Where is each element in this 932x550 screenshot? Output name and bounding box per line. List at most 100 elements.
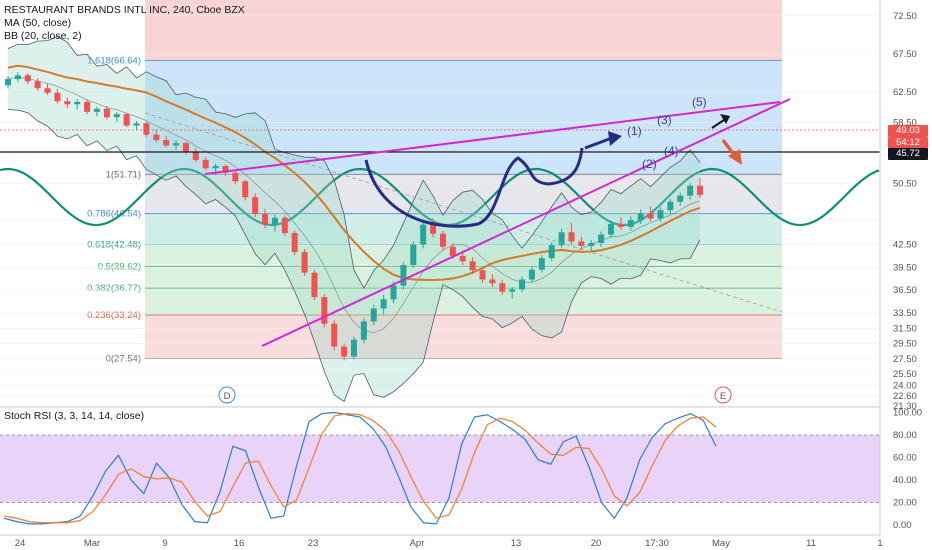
candle-body [24, 75, 31, 82]
candle-body [578, 241, 585, 246]
candle-body [519, 279, 526, 290]
candlesticks [5, 72, 703, 361]
candle-body [430, 224, 437, 234]
candle-body [222, 165, 229, 173]
candle-body [410, 244, 417, 266]
rsi-legend: Stoch RSI (3, 3, 14, 14, close) [4, 410, 145, 422]
fib-level-label: 1.618(66.64) [87, 56, 141, 67]
candle-body [657, 210, 664, 219]
candle-body [469, 261, 476, 271]
candle-body [380, 299, 387, 309]
candle-body [74, 101, 81, 105]
ma-50-line [7, 64, 701, 281]
candle-body [262, 213, 269, 225]
event-marker-label: E [720, 391, 726, 402]
candle-body [697, 185, 703, 195]
candle-body [390, 285, 397, 300]
price-tick-label: 58.50 [893, 118, 917, 129]
fib-trendline [144, 112, 783, 313]
rsi-tick-label: 100.00 [893, 408, 922, 419]
candle-body [34, 81, 41, 89]
candle-body [568, 232, 575, 242]
candle-body [44, 88, 51, 93]
candle-body [64, 101, 71, 105]
fib-zone [145, 174, 782, 214]
time-tick-label: 1 [877, 538, 882, 549]
candle-body [301, 252, 308, 273]
bb-upper [7, 36, 701, 289]
time-tick-label: 13 [511, 538, 522, 549]
candle-body [509, 289, 516, 292]
rsi-tick-label: 20.00 [893, 498, 917, 509]
candle-body [331, 323, 338, 347]
price-tick-label: 62.50 [893, 87, 917, 98]
candle-body [528, 269, 535, 280]
candle-body [667, 201, 674, 211]
hline-price-tag: 45.72 [888, 148, 928, 160]
time-tick-label: 11 [806, 538, 816, 549]
fib-level-label: 0.5(39.62) [98, 261, 141, 272]
bb-legend: BB (20, close, 2) [4, 30, 82, 42]
price-axis-bg [880, 0, 932, 550]
arrow-down-red-head [728, 149, 742, 165]
candle-body [311, 272, 318, 298]
candle-body [351, 339, 357, 357]
time-tick-label: 24 [15, 538, 26, 549]
price-tick-label: 27.50 [893, 354, 917, 365]
price-tick-label: 21.30 [893, 401, 917, 412]
candle-body [341, 346, 348, 357]
stoch-rsi-k-line [3, 411, 717, 525]
price-tick-label: 25.50 [893, 369, 917, 380]
price-tick-label: 50.50 [893, 178, 917, 189]
candle-body [647, 213, 654, 219]
candle-body [420, 224, 427, 245]
candle-body [103, 108, 110, 118]
last-price-tag: 49.03 [888, 125, 928, 137]
candle-body [548, 245, 555, 259]
arrow-up-black-head [720, 114, 730, 124]
bb-fill [8, 36, 700, 402]
main-legend: RESTAURANT BRANDS INTL INC, 240, Cboe BZ… [4, 4, 245, 43]
cup-handle-drawing [364, 147, 584, 228]
time-tick-label: 16 [234, 538, 245, 549]
candle-body [627, 220, 634, 227]
fib-level-label: 1(51.71) [106, 169, 141, 180]
upper-trendline [204, 101, 781, 175]
time-tick-label: 9 [162, 538, 167, 549]
bb-lower [7, 109, 701, 403]
time-tick-label: 17:30 [645, 538, 669, 549]
elliott-wave-label: (2) [642, 157, 657, 171]
candle-body [143, 123, 150, 135]
price-tick-label: 29.50 [893, 339, 917, 350]
candle-body [192, 152, 199, 160]
candle-body [271, 217, 278, 225]
rsi-tick-label: 80.00 [893, 430, 917, 441]
candle-body [558, 232, 565, 246]
price-tick-label: 36.50 [893, 285, 917, 296]
stoch-rsi-pane [0, 406, 880, 525]
fib-level-label: 0.618(42.48) [87, 240, 141, 251]
event-marker-label: D [224, 391, 231, 402]
candle-body [182, 143, 189, 153]
price-tick-label: 33.50 [893, 308, 917, 319]
elliott-wave-label: (1) [627, 124, 642, 138]
price-tick-label: 39.50 [893, 262, 917, 273]
fib-level-label: 0.786(46.54) [87, 209, 141, 220]
price-gridlines [0, 15, 880, 407]
countdown-tag: 54:12 [888, 137, 928, 149]
candle-body [677, 195, 684, 202]
drawings: (1) (2) (3) (4) (5) D E [0, 95, 880, 404]
candle-body [84, 101, 91, 112]
price-tick-label: 67.50 [893, 49, 917, 60]
time-tick-label: May [712, 538, 730, 549]
candle-body [173, 143, 180, 146]
candle-body [499, 283, 506, 292]
rsi-band [0, 435, 880, 503]
candle-body [598, 234, 605, 243]
fib-zone [145, 315, 782, 359]
price-tick-label: 72.50 [893, 11, 917, 22]
candle-body [459, 255, 466, 262]
elliott-wave-label: (3) [657, 113, 672, 127]
